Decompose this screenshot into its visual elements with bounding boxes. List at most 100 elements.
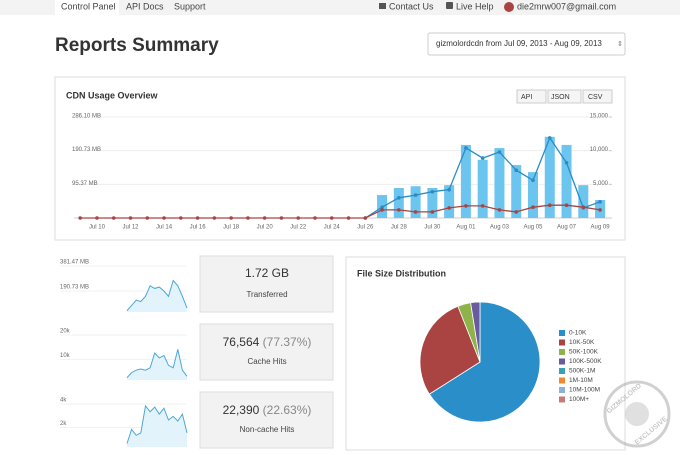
user-menu[interactable]: die2mrw007@gmail.com xyxy=(517,1,616,11)
legend-swatch xyxy=(559,358,565,365)
bar xyxy=(578,185,589,218)
bar xyxy=(561,144,572,218)
line-point xyxy=(581,205,586,210)
line-point xyxy=(464,146,468,150)
nav-link[interactable]: Live Help xyxy=(456,1,494,11)
x-tick-label: Jul 26 xyxy=(357,225,374,231)
pie-slice xyxy=(428,301,541,423)
y-tick-label: 381.47 MB xyxy=(60,260,89,266)
button[interactable] xyxy=(516,89,547,104)
bar xyxy=(494,148,505,218)
line-point xyxy=(128,216,133,220)
line-point xyxy=(447,187,451,192)
stat-percent: (22.63%) xyxy=(263,403,312,417)
line-point xyxy=(346,216,351,220)
y-tick-label: 190.73 MB xyxy=(72,147,101,153)
x-tick-label: Jul 24 xyxy=(324,225,341,231)
legend-label: 10M-100M xyxy=(569,387,600,394)
stat-number: 76,564 xyxy=(223,335,260,349)
line-point xyxy=(514,168,519,172)
nav-item[interactable]: Support xyxy=(174,1,206,11)
button-label[interactable]: CSV xyxy=(588,94,603,101)
line-point xyxy=(397,196,401,200)
stat-value: 1.72 GB xyxy=(245,266,289,280)
button-label[interactable]: API xyxy=(521,94,532,101)
area xyxy=(127,405,187,447)
stat-number: 22,390 xyxy=(223,403,260,417)
legend-label: 500K-1M xyxy=(569,368,595,375)
mail-icon xyxy=(379,3,386,9)
line-point xyxy=(531,205,535,210)
nav-active-tab[interactable] xyxy=(55,0,119,15)
line-point xyxy=(95,216,99,220)
legend-swatch xyxy=(559,387,565,393)
x-tick-label: Jul 10 xyxy=(89,225,106,231)
bar xyxy=(393,187,404,218)
button-label[interactable]: JSON xyxy=(551,94,570,101)
line-point xyxy=(497,150,502,154)
y-tick-label: 20k xyxy=(60,329,71,335)
line-point xyxy=(262,216,267,220)
x-tick-label: Aug 03 xyxy=(490,225,510,231)
x-tick-label: Aug 09 xyxy=(591,225,611,231)
line-point xyxy=(464,204,468,208)
nav-item[interactable]: Control Panel xyxy=(61,1,116,11)
line-point xyxy=(229,216,233,220)
x-tick-label: Jul 14 xyxy=(156,225,173,231)
range-text: gizmolordcdn from Jul 09, 2013 - Aug 09,… xyxy=(436,39,602,48)
x-tick-label: Aug 01 xyxy=(456,225,476,231)
x-tick-label: Aug 05 xyxy=(523,225,543,231)
y-tick-label: 190.73 MB xyxy=(60,285,89,291)
bar xyxy=(410,186,421,218)
legend-swatch xyxy=(559,330,565,336)
line-point xyxy=(447,206,451,210)
stat-value: 22,390 (22.63%) xyxy=(223,403,312,417)
bar xyxy=(544,136,555,218)
line-point xyxy=(480,204,485,208)
line-point xyxy=(111,216,116,220)
legend-swatch xyxy=(559,377,565,384)
x-tick-label: Jul 18 xyxy=(223,225,240,231)
line-point xyxy=(480,156,485,160)
x-tick-label: Jul 30 xyxy=(424,225,441,231)
nav-item[interactable]: API Docs xyxy=(126,1,164,11)
line-point xyxy=(497,208,502,212)
select-arrow: ⇕ xyxy=(617,40,623,48)
chat-icon xyxy=(446,2,453,9)
button[interactable] xyxy=(547,89,582,104)
line-point xyxy=(413,210,418,214)
legend-label: 10K-50K xyxy=(569,339,595,346)
card-title: CDN Usage Overview xyxy=(66,90,159,100)
line-point xyxy=(514,210,519,214)
line-point xyxy=(212,216,217,220)
line-point xyxy=(329,216,334,220)
line-point xyxy=(363,216,368,220)
stat-label: Non-cache Hits xyxy=(240,425,295,434)
x-tick-label: Jul 28 xyxy=(391,225,408,231)
button[interactable] xyxy=(582,89,613,104)
line-point xyxy=(279,216,284,220)
line-point xyxy=(380,205,384,210)
nav-link[interactable]: Contact Us xyxy=(389,1,434,11)
line-point xyxy=(179,216,183,220)
legend-label: 50K-100K xyxy=(569,349,599,356)
line-point xyxy=(195,216,200,220)
stat-box xyxy=(199,323,334,381)
stat-box xyxy=(199,391,334,449)
y-tick-label: 286.10 MB xyxy=(72,114,101,120)
legend-label: 1M-10M xyxy=(569,377,593,384)
x-tick-label: Jul 20 xyxy=(257,225,274,231)
x-tick-label: Aug 07 xyxy=(557,225,577,231)
line-point xyxy=(397,208,401,212)
range-select[interactable] xyxy=(427,32,626,56)
line-point xyxy=(598,208,602,212)
line-point xyxy=(145,216,150,220)
stamp-logo xyxy=(625,402,649,426)
avatar xyxy=(504,2,514,12)
line-point xyxy=(413,193,418,197)
line-point xyxy=(564,160,569,165)
line-point xyxy=(430,210,435,214)
y-tick-label: 4k xyxy=(60,398,67,404)
line-point xyxy=(162,216,166,220)
